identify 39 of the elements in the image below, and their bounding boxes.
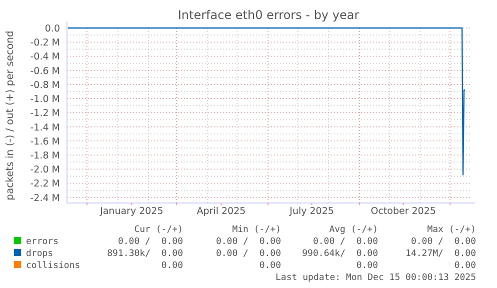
x-tick-label: October 2025 — [370, 206, 436, 217]
x-tick-label: April 2025 — [196, 206, 246, 217]
x-tick-label: January 2025 — [99, 206, 164, 217]
text: 14.27M/ 0.00 — [406, 249, 476, 259]
y-tick-label: -2.0 M — [30, 164, 60, 176]
text: 0.00 — [161, 261, 183, 271]
text: 0.00 / 0.00 — [410, 237, 476, 247]
legend-label: collisions — [26, 261, 80, 271]
y-tick-label: -1.4 M — [30, 122, 60, 134]
x-tick-label: July 2025 — [288, 206, 334, 217]
y-tick-label: -1.2 M — [30, 108, 60, 120]
y-tick-label: -0.2 M — [30, 38, 60, 49]
text: 0.00 / 0.00 — [118, 237, 183, 247]
y-tick-label: -1.8 M — [30, 150, 60, 162]
text: 0.00 / 0.00 — [312, 237, 378, 247]
text: Cur (-/+) — [134, 225, 183, 235]
y-tick-label: 0.0 — [44, 24, 60, 34]
text: 0.00 / 0.00 — [216, 249, 281, 259]
text: 0.00 — [259, 261, 281, 271]
y-tick-label: -0.6 M — [30, 66, 60, 77]
text: 990.64k/ 0.00 — [302, 249, 378, 259]
y-tick-label: -0.8 M — [30, 80, 60, 91]
text: Last update: Mon Dec 15 00:00:13 2025 — [276, 273, 476, 283]
y-tick-label: -2.4 M — [30, 192, 60, 204]
y-tick-label: -1.0 M — [30, 94, 60, 106]
y-axis-title: packets in (-) / out (+) per second — [5, 30, 16, 200]
chart-title: Interface eth0 errors - by year — [178, 8, 360, 22]
text: 0.00 / 0.00 — [216, 237, 281, 247]
text: Max (-/+) — [427, 225, 476, 235]
legend-label: drops — [26, 249, 54, 259]
text: Min (-/+) — [232, 225, 281, 235]
text: Avg (-/+) — [329, 225, 378, 235]
text: 891.30k/ 0.00 — [107, 249, 183, 259]
y-tick-label: -2.2 M — [30, 178, 60, 190]
y-tick-label: -1.6 M — [30, 136, 60, 148]
text: 0.00 — [356, 261, 378, 271]
legend-label: errors — [26, 237, 59, 247]
y-tick-label: -0.4 M — [30, 52, 60, 63]
text: 0.00 — [454, 261, 476, 271]
